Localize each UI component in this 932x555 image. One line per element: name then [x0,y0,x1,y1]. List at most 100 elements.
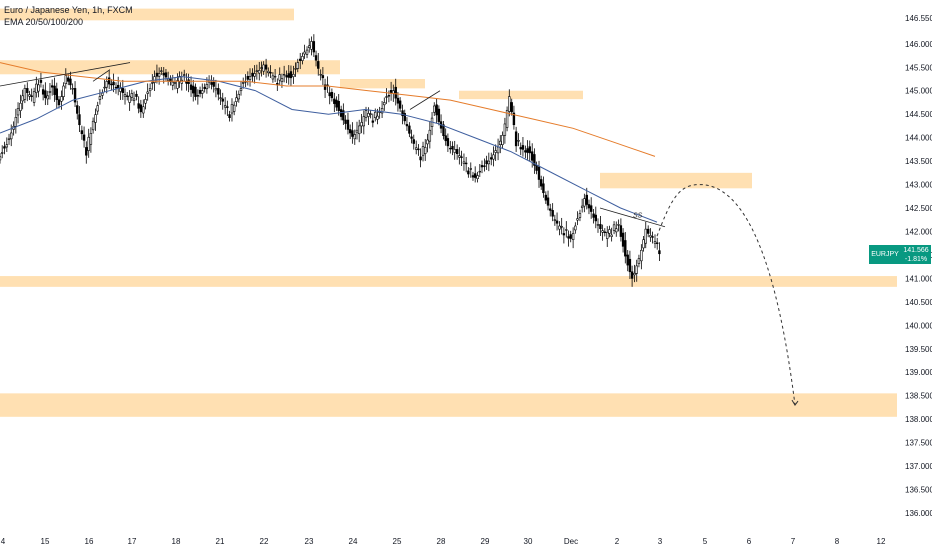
candle-body [10,132,13,140]
candle-body [635,265,638,274]
candle-body [123,94,127,97]
candle-body [237,93,241,100]
candle-body [232,104,236,112]
candle-body [351,130,354,137]
indicator-label: EMA 20/50/100/200 [4,17,84,27]
candle-body [0,156,2,161]
candle-body [160,70,163,72]
candle-body [460,156,463,158]
price-tick-label: 140.000 [905,321,932,330]
candle-body [519,147,522,150]
candle-body [649,235,652,238]
candle-body [553,219,557,221]
candle-body [132,98,136,101]
candle-body [253,73,256,77]
candle-body [424,147,427,154]
time-tick-label: 12 [877,537,886,546]
price-tick-label: 137.000 [905,462,932,471]
candle-body [533,154,536,166]
price-tick-label: 142.000 [905,227,932,236]
candle-body [21,95,24,102]
candle-body [107,77,111,85]
price-tick-label: 146.550 [905,14,932,23]
candle-body [148,88,152,92]
candle-body [376,115,379,120]
candle-body [401,110,404,117]
candle-body [212,81,215,87]
candle-body [14,117,18,127]
trendline [409,90,441,110]
candle-body [542,183,545,194]
candle-body [514,131,518,147]
candle-body [624,240,627,257]
trendline [92,69,111,82]
candle-body [408,125,411,134]
candle-body [417,148,420,151]
candle-body [449,147,452,150]
candle-body [223,105,227,108]
candle-body [28,94,31,97]
candle-body [496,146,500,154]
candle-body [262,64,265,72]
candle-body [467,170,470,175]
candle-body [282,74,286,76]
candle-body [292,74,295,77]
candle-body [76,105,79,114]
candle-body [55,88,58,101]
candle-body [537,166,541,180]
candle-body [16,108,20,116]
candle-body [166,78,170,81]
candle-body [526,148,529,153]
trendline [0,62,131,87]
candle-body [289,71,293,79]
candle-body [189,84,193,90]
trendline [599,207,666,228]
candle-body [335,99,338,108]
candle-body [433,105,436,113]
candle-body [251,72,254,77]
candle-body [480,165,484,168]
candle-body [426,139,429,145]
candle-body [540,179,543,187]
symbol-label: EURJPY [871,251,899,258]
candle-body [242,82,245,84]
candle-body [139,104,143,113]
candle-body [353,134,356,140]
candle-body [26,88,29,93]
candle-body [544,194,548,201]
candle-body [301,56,304,61]
candle-body [162,72,165,76]
candle-body [246,75,250,80]
candle-body [264,64,268,70]
candle-body [96,105,99,112]
candle-body [653,241,657,244]
candle-body [0,152,4,154]
candle-body [567,236,570,239]
ema-slow-line [0,62,656,157]
candle-body [398,100,402,109]
candle-body [226,106,229,108]
candle-body [164,72,168,78]
candle-body [57,99,61,106]
candle-body [658,250,661,255]
chart-title: Euro / Japanese Yen, 1h, FXCM [4,5,133,15]
price-tick-label: 136.500 [905,486,932,495]
candle-body [524,150,527,153]
candle-body [214,88,218,91]
candle-body [205,84,209,90]
candle-body [196,95,200,97]
candle-body [435,104,438,116]
candle-body [285,75,288,78]
candle-body [323,84,327,90]
candle-body [510,102,513,113]
candle-body [126,95,129,97]
candle-body [485,160,488,165]
candle-body [135,93,138,97]
candle-body [317,61,320,69]
candle-body [37,84,40,92]
candle-body [258,70,261,74]
time-tick-label: 4 [1,537,6,546]
candle-body [606,231,609,239]
